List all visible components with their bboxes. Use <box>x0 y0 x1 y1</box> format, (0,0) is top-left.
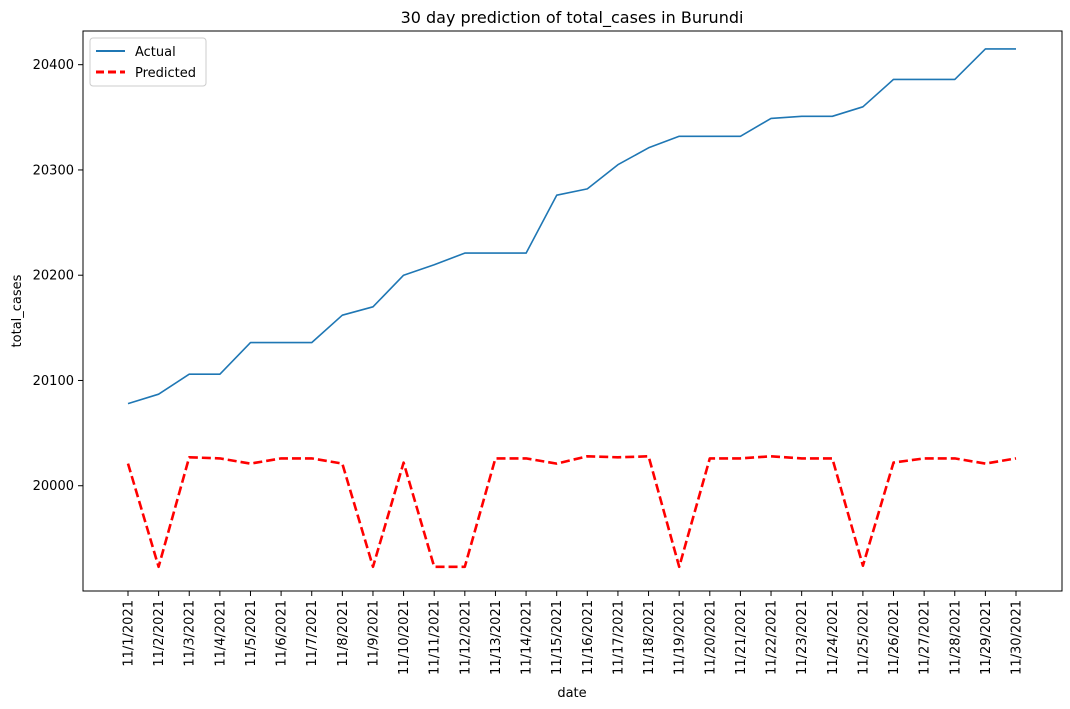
x-tick-label: 11/19/2021 <box>673 600 688 675</box>
x-tick-label: 11/24/2021 <box>826 600 841 675</box>
chart-title: 30 day prediction of total_cases in Buru… <box>401 8 744 28</box>
x-tick-label: 11/26/2021 <box>887 600 902 675</box>
x-tick-label: 11/27/2021 <box>918 600 933 675</box>
x-axis-label: date <box>557 686 586 701</box>
y-tick-label: 20400 <box>33 58 74 73</box>
x-tick-label: 11/28/2021 <box>948 600 963 675</box>
x-tick-label: 11/2/2021 <box>152 600 167 667</box>
x-tick-label: 11/21/2021 <box>734 600 749 675</box>
x-tick-label: 11/22/2021 <box>765 600 780 675</box>
x-tick-label: 11/18/2021 <box>642 600 657 675</box>
x-axis: 11/1/2021 11/2/2021 11/3/2021 11/4/2021 11/5… <box>122 591 1025 675</box>
x-tick-label: 11/30/2021 <box>1010 600 1025 675</box>
x-tick-label: 11/10/2021 <box>397 600 412 675</box>
x-tick-label: 11/12/2021 <box>458 600 473 675</box>
series-line-actual <box>127 48 1016 405</box>
x-tick-label: 11/15/2021 <box>550 600 565 675</box>
y-tick-label: 20200 <box>33 269 74 284</box>
legend: Actual Predicted <box>89 37 207 87</box>
x-tick-label: 11/23/2021 <box>795 600 810 675</box>
legend-label-predicted: Predicted <box>135 66 196 81</box>
x-tick-label: 11/29/2021 <box>979 600 994 675</box>
series-layer <box>126 48 1017 569</box>
x-tick-label: 11/17/2021 <box>611 600 626 675</box>
x-tick-label: 11/16/2021 <box>581 600 596 675</box>
x-tick-label: 11/6/2021 <box>275 600 290 667</box>
series-line-predicted <box>126 454 1017 569</box>
y-tick-label: 20300 <box>33 163 74 178</box>
x-tick-label: 11/9/2021 <box>366 600 381 667</box>
y-axis-label: total_cases <box>10 274 25 347</box>
x-tick-label: 11/13/2021 <box>489 600 504 675</box>
y-axis: 20000 20100 20200 20300 20400 <box>33 58 83 494</box>
x-tick-label: 11/25/2021 <box>856 600 871 675</box>
x-tick-label: 11/7/2021 <box>305 600 320 667</box>
y-tick-label: 20000 <box>33 479 74 494</box>
x-tick-label: 11/14/2021 <box>520 600 535 675</box>
x-tick-label: 11/1/2021 <box>122 600 137 667</box>
x-tick-label: 11/4/2021 <box>213 600 228 667</box>
x-tick-label: 11/3/2021 <box>183 600 198 667</box>
x-tick-label: 11/11/2021 <box>428 600 443 675</box>
x-tick-label: 11/5/2021 <box>244 600 259 667</box>
x-tick-label: 11/8/2021 <box>336 600 351 667</box>
x-tick-label: 11/20/2021 <box>703 600 718 675</box>
y-tick-label: 20100 <box>33 374 74 389</box>
plot-area <box>82 30 1063 592</box>
legend-label-actual: Actual <box>135 45 176 60</box>
